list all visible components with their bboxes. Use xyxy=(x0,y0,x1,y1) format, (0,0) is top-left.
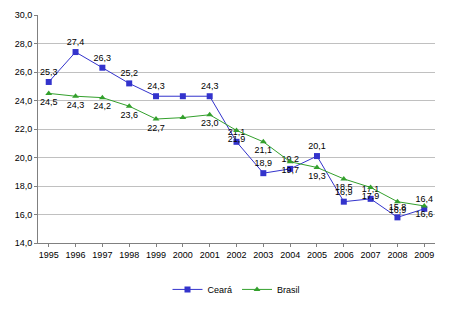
svg-text:27,4: 27,4 xyxy=(67,37,85,47)
svg-text:14,0: 14,0 xyxy=(15,238,33,248)
svg-text:30,0: 30,0 xyxy=(15,10,33,20)
svg-text:1996: 1996 xyxy=(66,250,86,260)
svg-text:23,6: 23,6 xyxy=(120,110,138,120)
svg-text:2000: 2000 xyxy=(173,250,193,260)
svg-text:2004: 2004 xyxy=(280,250,300,260)
svg-text:2006: 2006 xyxy=(334,250,354,260)
svg-text:18,5: 18,5 xyxy=(335,182,353,192)
svg-text:1995: 1995 xyxy=(39,250,59,260)
svg-text:26,3: 26,3 xyxy=(94,53,112,63)
svg-text:2005: 2005 xyxy=(307,250,327,260)
svg-text:16,0: 16,0 xyxy=(15,210,33,220)
svg-text:20,0: 20,0 xyxy=(15,153,33,163)
svg-text:18,0: 18,0 xyxy=(15,181,33,191)
svg-text:19,3: 19,3 xyxy=(308,171,326,181)
svg-text:18,9: 18,9 xyxy=(255,158,273,168)
svg-text:24,3: 24,3 xyxy=(201,81,219,91)
svg-text:21,9: 21,9 xyxy=(228,134,246,144)
svg-text:24,5: 24,5 xyxy=(40,97,58,107)
svg-text:2001: 2001 xyxy=(200,250,220,260)
svg-text:16,4: 16,4 xyxy=(416,194,434,204)
svg-text:25,2: 25,2 xyxy=(120,68,138,78)
svg-text:1998: 1998 xyxy=(119,250,139,260)
svg-text:25,3: 25,3 xyxy=(40,67,58,77)
svg-text:21,1: 21,1 xyxy=(255,145,273,155)
svg-text:16,6: 16,6 xyxy=(416,209,434,219)
svg-text:26,0: 26,0 xyxy=(15,67,33,77)
svg-text:16,9: 16,9 xyxy=(389,205,407,215)
svg-text:Ceará: Ceará xyxy=(208,285,233,295)
svg-text:2003: 2003 xyxy=(253,250,273,260)
svg-text:1997: 1997 xyxy=(92,250,112,260)
svg-text:19,7: 19,7 xyxy=(281,165,299,175)
svg-text:17,1: 17,1 xyxy=(362,184,380,194)
svg-text:2008: 2008 xyxy=(387,250,407,260)
svg-text:22,7: 22,7 xyxy=(147,123,165,133)
svg-text:22,0: 22,0 xyxy=(15,124,33,134)
svg-text:15,8: 15,8 xyxy=(389,202,407,212)
svg-text:23,0: 23,0 xyxy=(201,118,219,128)
svg-text:17,9: 17,9 xyxy=(362,191,380,201)
svg-text:19,2: 19,2 xyxy=(281,154,299,164)
svg-text:24,0: 24,0 xyxy=(15,96,33,106)
svg-text:24,3: 24,3 xyxy=(67,100,85,110)
svg-text:1999: 1999 xyxy=(146,250,166,260)
svg-text:28,0: 28,0 xyxy=(15,39,33,49)
svg-text:2009: 2009 xyxy=(414,250,434,260)
svg-text:20,1: 20,1 xyxy=(308,141,326,151)
svg-text:Brasil: Brasil xyxy=(277,285,300,295)
svg-text:24,2: 24,2 xyxy=(94,101,112,111)
svg-text:24,3: 24,3 xyxy=(147,81,165,91)
svg-text:16,9: 16,9 xyxy=(335,187,353,197)
svg-text:2002: 2002 xyxy=(226,250,246,260)
svg-text:21,1: 21,1 xyxy=(228,127,246,137)
svg-text:2007: 2007 xyxy=(361,250,381,260)
